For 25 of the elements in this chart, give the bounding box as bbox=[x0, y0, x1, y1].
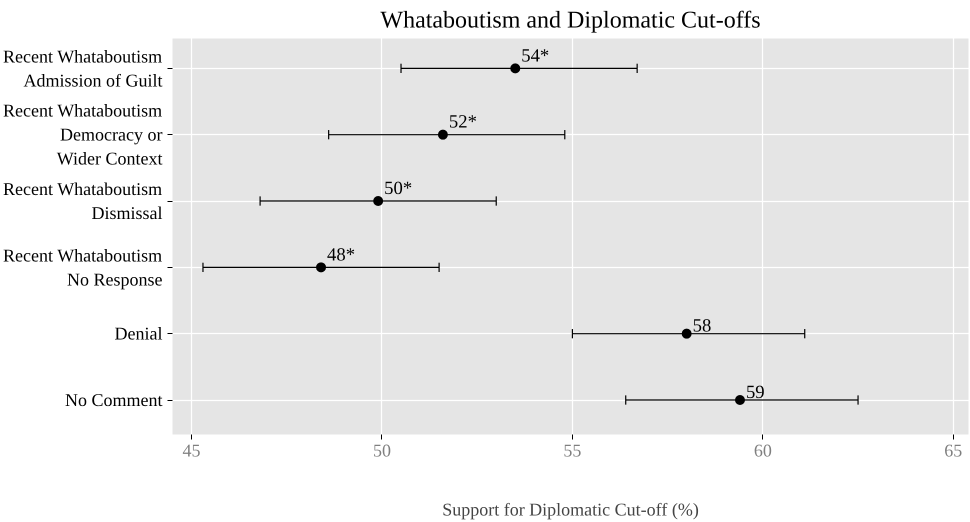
point bbox=[682, 328, 692, 339]
x-tick-label: 55 bbox=[563, 440, 582, 460]
point bbox=[438, 130, 448, 140]
point bbox=[510, 63, 520, 74]
data-label: 54* bbox=[521, 45, 550, 66]
x-axis-title: Support for Diplomatic Cut-off (%) bbox=[442, 500, 699, 520]
point bbox=[734, 395, 745, 405]
y-tick-label: Recent Whataboutism Dismissal bbox=[3, 179, 163, 224]
point bbox=[373, 196, 384, 206]
data-label: 52* bbox=[448, 112, 477, 133]
y-tick-label: Recent Whataboutism Admission of Guilt bbox=[3, 46, 163, 90]
point bbox=[316, 262, 326, 272]
data-label: 58 bbox=[692, 316, 712, 337]
data-label: 50* bbox=[384, 178, 412, 200]
x-tick-label: 50 bbox=[372, 440, 391, 460]
data-label: 59 bbox=[746, 382, 765, 404]
x-tick-label: 45 bbox=[182, 440, 201, 460]
chart-title: Whataboutism and Diplomatic Cut-offs bbox=[380, 8, 761, 34]
y-tick-label: Recent Whataboutism No Response bbox=[3, 245, 163, 290]
y-tick-label: Denial bbox=[114, 324, 163, 344]
y-tick-label: Recent Whataboutism Democracy or Wider Context bbox=[3, 100, 163, 169]
y-tick-label: No Comment bbox=[65, 390, 163, 410]
data-label: 48* bbox=[327, 244, 356, 266]
x-tick-label: 65 bbox=[944, 440, 962, 460]
x-tick-label: 60 bbox=[754, 440, 772, 460]
